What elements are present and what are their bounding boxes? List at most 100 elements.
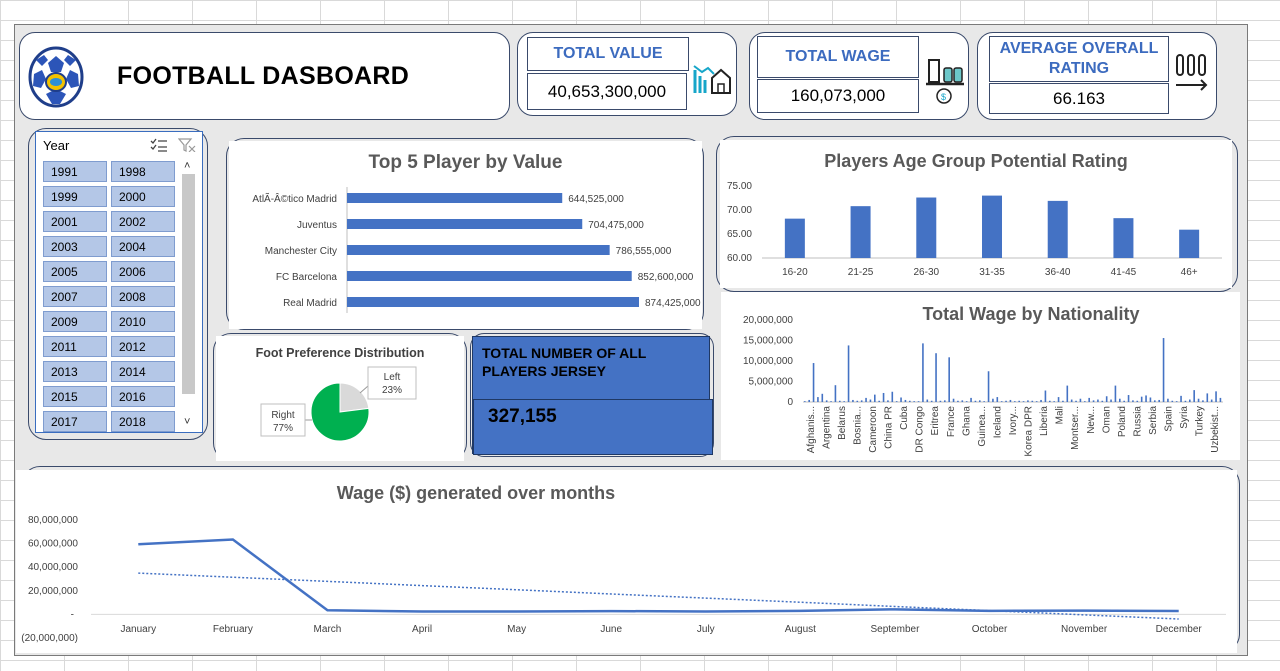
slicer-scrollbar[interactable] <box>182 174 195 394</box>
scale-money-icon: $ <box>926 59 964 104</box>
nat-bar <box>1127 395 1130 402</box>
svg-text:$: $ <box>941 92 946 102</box>
slicer-year-1991[interactable]: 1991 <box>43 161 107 182</box>
age-bar <box>916 197 937 258</box>
nat-category-label: Cuba <box>899 406 910 430</box>
nationality-chart-panel: Total Wage by Nationality 0 5,000,000 10,0… <box>721 292 1240 460</box>
nat-category-label: Russia <box>1132 406 1143 437</box>
slicer-year-2016[interactable]: 2016 <box>111 386 175 407</box>
age-chart-title: Players Age Group Potential Rating <box>824 151 1128 171</box>
age-ytick-label: 70.00 <box>727 205 752 216</box>
nat-bar <box>1057 397 1060 402</box>
nat-ytick-label: 5,000,000 <box>749 377 794 388</box>
nat-bar <box>1097 399 1099 402</box>
slicer-year-2013[interactable]: 2013 <box>43 361 107 382</box>
slicer-year-2008[interactable]: 2008 <box>111 286 175 307</box>
nat-category-label: Montser... <box>1070 406 1081 450</box>
slicer-year-2000[interactable]: 2000 <box>111 186 175 207</box>
age-category-label: 46+ <box>1181 267 1198 278</box>
nat-bar <box>1000 401 1003 402</box>
scroll-down-icon[interactable]: ˅ <box>184 416 191 428</box>
nat-bar <box>1119 398 1121 402</box>
nat-bar <box>913 401 915 402</box>
kpi-total-value-value: 40,653,300,000 <box>527 73 687 110</box>
slicer-year-2002[interactable]: 2002 <box>111 211 175 232</box>
nat-bar <box>895 401 898 402</box>
slicer-year-2006[interactable]: 2006 <box>111 261 175 282</box>
age-bar <box>784 218 805 258</box>
clear-filter-icon[interactable] <box>178 138 196 152</box>
slicer-year-2009[interactable]: 2009 <box>43 311 107 332</box>
slicer-year-2018[interactable]: 2018 <box>111 411 175 432</box>
months-ytick-label: 80,000,000 <box>28 515 78 526</box>
nat-bar <box>961 400 964 402</box>
nat-category-label: Oman <box>1101 406 1112 433</box>
top5-bar <box>347 193 563 203</box>
top5-category-label: Juventus <box>297 220 337 231</box>
nat-category-label: Mali <box>1055 406 1066 424</box>
months-category-label: January <box>121 624 157 635</box>
nat-bar <box>856 400 859 402</box>
nat-bar <box>804 401 806 402</box>
slicer-year-2005[interactable]: 2005 <box>43 261 107 282</box>
nat-bar <box>1149 397 1152 402</box>
scroll-up-icon[interactable]: ˄ <box>184 160 191 172</box>
nat-bar <box>1123 400 1125 402</box>
slicer-year-2001[interactable]: 2001 <box>43 211 107 232</box>
nat-bar <box>1031 400 1034 402</box>
pie-leader-left <box>359 385 369 394</box>
nat-bar <box>935 353 937 402</box>
age-bar <box>982 195 1002 258</box>
slicer-year-2004[interactable]: 2004 <box>111 236 175 257</box>
slicer-year-2003[interactable]: 2003 <box>43 236 107 257</box>
nat-bar <box>952 398 955 402</box>
months-ytick-label: 60,000,000 <box>28 539 78 550</box>
nat-category-label: Iceland <box>992 406 1003 438</box>
nat-bar <box>1145 395 1147 402</box>
nat-bar <box>948 357 950 402</box>
top5-value-label: 874,425,000 <box>645 298 701 309</box>
top5-category-label: AtlÃ-Â©tico Madrid <box>252 192 337 205</box>
nat-bar <box>1018 400 1020 402</box>
months-category-label: December <box>1156 624 1203 635</box>
nat-bar <box>1040 399 1042 402</box>
nat-bar <box>1197 398 1200 402</box>
slicer-year-2015[interactable]: 2015 <box>43 386 107 407</box>
multi-select-icon[interactable] <box>150 138 168 152</box>
slicer-year-2007[interactable]: 2007 <box>43 286 107 307</box>
nat-category-label: Turkey <box>1195 406 1206 436</box>
nat-category-label: Bosnia... <box>852 406 863 445</box>
slicer-year-1998[interactable]: 1998 <box>111 161 175 182</box>
nat-bar <box>1053 401 1055 402</box>
nat-bar <box>812 363 815 402</box>
slicer-year-2012[interactable]: 2012 <box>111 336 175 357</box>
nat-bar <box>957 400 959 402</box>
slicer-year-2017[interactable]: 2017 <box>43 411 107 432</box>
kpi-total-value-label: TOTAL VALUE <box>527 37 689 71</box>
months-category-label: June <box>600 624 622 635</box>
months-category-label: March <box>314 624 342 635</box>
slicer-title: Year <box>43 138 70 153</box>
pie-percent-right: 77% <box>273 423 293 434</box>
nat-bar <box>979 400 981 402</box>
nat-category-label: Eritrea <box>930 406 941 436</box>
nat-bar <box>1154 400 1156 402</box>
slicer-year-2010[interactable]: 2010 <box>111 311 175 332</box>
slicer-year-1999[interactable]: 1999 <box>43 186 107 207</box>
slicer-year-2014[interactable]: 2014 <box>111 361 175 382</box>
jersey-label: TOTAL NUMBER OF ALL PLAYERS JERSEY <box>482 345 647 379</box>
pie-percent-left: 23% <box>382 385 402 396</box>
nat-bar <box>878 400 880 402</box>
jersey-outline <box>470 333 714 457</box>
months-category-label: August <box>785 624 816 635</box>
top5-category-label: Manchester City <box>265 246 337 257</box>
slicer-year-2011[interactable]: 2011 <box>43 336 107 357</box>
months-category-label: April <box>412 624 432 635</box>
nat-bar <box>869 399 872 402</box>
nat-bar <box>1114 385 1117 402</box>
top5-category-label: Real Madrid <box>283 298 337 309</box>
kpi-avg-rating-label: AVERAGE OVERALL RATING <box>989 36 1169 82</box>
nat-bar <box>922 343 924 402</box>
top5-value-label: 644,525,000 <box>568 194 624 205</box>
age-category-label: 26-30 <box>913 267 939 278</box>
